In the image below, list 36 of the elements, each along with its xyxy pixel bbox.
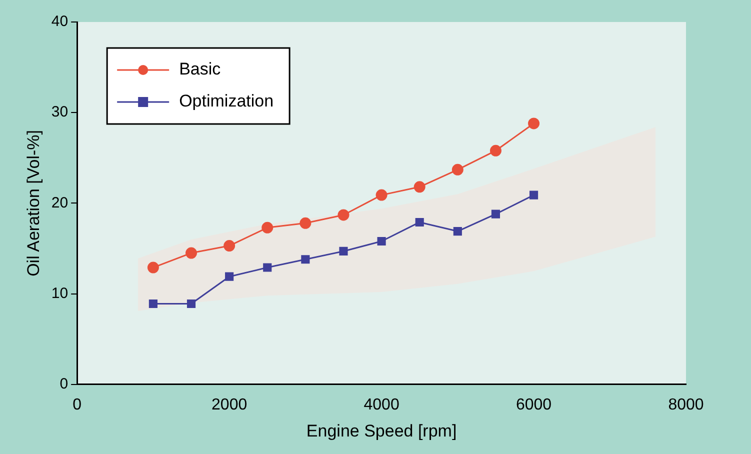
point <box>491 210 500 218</box>
point <box>148 299 158 308</box>
point <box>224 240 236 252</box>
point <box>453 227 462 236</box>
y-tick-label: 10 <box>51 284 68 302</box>
y-tick-label: 0 <box>60 376 68 393</box>
y-tick-label: 30 <box>51 104 68 121</box>
x-tick-label: 2000 <box>212 396 248 414</box>
legend-label: Basic <box>179 60 222 79</box>
point <box>263 263 272 272</box>
point <box>262 222 274 234</box>
point <box>186 299 196 308</box>
point <box>376 189 388 201</box>
point <box>186 247 198 259</box>
point <box>338 209 350 221</box>
x-tick-label: 4000 <box>364 396 400 414</box>
point <box>377 236 386 246</box>
legend-label: Optimization <box>179 92 274 111</box>
point <box>414 181 426 193</box>
y-tick-label: 20 <box>51 194 68 212</box>
point <box>225 272 234 281</box>
point <box>147 262 159 274</box>
x-tick-label: 0 <box>72 396 82 414</box>
point <box>339 246 348 256</box>
point <box>529 190 538 200</box>
point <box>528 118 540 130</box>
point <box>452 164 464 176</box>
x-tick-label: 6000 <box>516 396 552 414</box>
y-tick-label: 40 <box>51 13 68 30</box>
point <box>415 218 424 227</box>
x-axis-title: Engine Speed [rpm] <box>306 421 457 440</box>
point <box>490 144 502 156</box>
point <box>301 255 310 264</box>
y-axis-title: Oil Aeration [Vol-%] <box>24 130 43 276</box>
x-tick-label: 8000 <box>668 396 704 414</box>
point <box>300 217 312 229</box>
